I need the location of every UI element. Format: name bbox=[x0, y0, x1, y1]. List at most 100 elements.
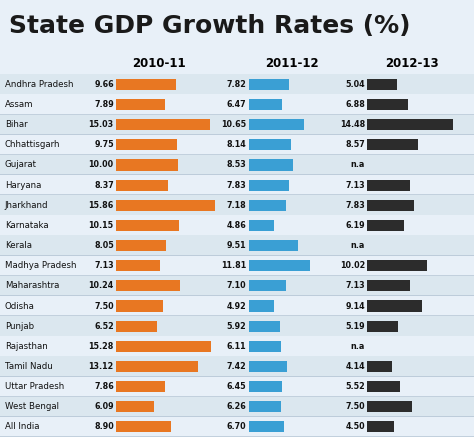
Text: Punjab: Punjab bbox=[5, 322, 34, 331]
Bar bbox=[367, 79, 397, 90]
Text: Jharkhand: Jharkhand bbox=[5, 201, 48, 210]
Bar bbox=[0, 194, 474, 195]
Bar bbox=[249, 139, 291, 150]
Bar bbox=[249, 79, 290, 90]
Text: 6.45: 6.45 bbox=[227, 382, 246, 391]
Bar bbox=[249, 321, 280, 332]
Bar bbox=[0, 276, 474, 296]
Text: 8.57: 8.57 bbox=[345, 140, 365, 149]
Text: West Bengal: West Bengal bbox=[5, 402, 59, 411]
Text: 7.83: 7.83 bbox=[227, 180, 246, 190]
Text: Uttar Pradesh: Uttar Pradesh bbox=[5, 382, 64, 391]
Bar bbox=[249, 260, 310, 271]
Bar bbox=[249, 240, 298, 251]
Bar bbox=[116, 79, 176, 90]
Bar bbox=[0, 195, 474, 215]
Text: 6.09: 6.09 bbox=[94, 402, 114, 411]
Bar bbox=[116, 220, 179, 231]
Text: 8.14: 8.14 bbox=[227, 140, 246, 149]
Bar bbox=[116, 381, 165, 392]
Text: State GDP Growth Rates (%): State GDP Growth Rates (%) bbox=[9, 14, 411, 38]
Text: 9.51: 9.51 bbox=[227, 241, 246, 250]
Text: 7.50: 7.50 bbox=[346, 402, 365, 411]
Bar bbox=[0, 416, 474, 417]
Bar bbox=[0, 255, 474, 256]
Text: 7.50: 7.50 bbox=[94, 302, 114, 311]
Text: 10.15: 10.15 bbox=[89, 221, 114, 230]
Text: 7.42: 7.42 bbox=[227, 362, 246, 371]
Bar bbox=[249, 381, 283, 392]
Text: 10.00: 10.00 bbox=[89, 160, 114, 170]
Text: Rajasthan: Rajasthan bbox=[5, 342, 47, 351]
Bar bbox=[116, 260, 161, 271]
Bar bbox=[116, 119, 210, 130]
Bar bbox=[0, 356, 474, 357]
Bar bbox=[116, 139, 177, 150]
Text: 9.14: 9.14 bbox=[346, 302, 365, 311]
Text: 6.70: 6.70 bbox=[227, 423, 246, 431]
Text: 8.05: 8.05 bbox=[94, 241, 114, 250]
Bar bbox=[0, 396, 474, 397]
Text: 15.86: 15.86 bbox=[89, 201, 114, 210]
Bar bbox=[0, 295, 474, 296]
Bar bbox=[367, 99, 408, 110]
Text: 4.50: 4.50 bbox=[346, 423, 365, 431]
Bar bbox=[367, 421, 394, 433]
Text: 7.89: 7.89 bbox=[94, 100, 114, 109]
Text: 7.13: 7.13 bbox=[346, 281, 365, 290]
Text: 10.65: 10.65 bbox=[221, 120, 246, 129]
Text: Chhattisgarh: Chhattisgarh bbox=[5, 140, 60, 149]
Bar bbox=[0, 316, 474, 336]
Text: 4.14: 4.14 bbox=[346, 362, 365, 371]
Bar bbox=[249, 401, 281, 413]
Bar bbox=[249, 99, 283, 110]
Text: n.a: n.a bbox=[351, 241, 365, 250]
Bar bbox=[249, 421, 283, 433]
Text: Tamil Nadu: Tamil Nadu bbox=[5, 362, 53, 371]
Bar bbox=[249, 220, 274, 231]
Text: Gujarat: Gujarat bbox=[5, 160, 37, 170]
Text: 5.52: 5.52 bbox=[345, 382, 365, 391]
Text: 14.48: 14.48 bbox=[340, 120, 365, 129]
Bar bbox=[367, 280, 410, 291]
Bar bbox=[367, 139, 418, 150]
Bar bbox=[0, 236, 474, 256]
Bar bbox=[116, 421, 172, 433]
Text: n.a: n.a bbox=[351, 160, 365, 170]
Text: 4.86: 4.86 bbox=[227, 221, 246, 230]
Bar bbox=[249, 160, 293, 170]
Text: 7.82: 7.82 bbox=[227, 80, 246, 89]
Text: 10.24: 10.24 bbox=[89, 281, 114, 290]
Bar bbox=[367, 401, 412, 413]
Bar bbox=[116, 99, 165, 110]
Bar bbox=[116, 280, 180, 291]
Text: Kerala: Kerala bbox=[5, 241, 32, 250]
Bar bbox=[0, 114, 474, 135]
Text: 2010-11: 2010-11 bbox=[132, 57, 186, 70]
Text: 2012-13: 2012-13 bbox=[385, 57, 439, 70]
Bar bbox=[0, 275, 474, 276]
Bar bbox=[367, 200, 414, 211]
Text: 4.92: 4.92 bbox=[227, 302, 246, 311]
Text: 2011-12: 2011-12 bbox=[264, 57, 319, 70]
Bar bbox=[249, 280, 286, 291]
Text: 8.90: 8.90 bbox=[94, 423, 114, 431]
Text: 6.26: 6.26 bbox=[227, 402, 246, 411]
Bar bbox=[116, 361, 198, 372]
Text: 7.10: 7.10 bbox=[227, 281, 246, 290]
Bar bbox=[367, 119, 453, 130]
Text: 6.88: 6.88 bbox=[345, 100, 365, 109]
Text: 6.19: 6.19 bbox=[346, 221, 365, 230]
Bar bbox=[116, 240, 166, 251]
Text: 7.86: 7.86 bbox=[94, 382, 114, 391]
Text: Maharashtra: Maharashtra bbox=[5, 281, 59, 290]
Bar bbox=[0, 397, 474, 417]
Text: 5.19: 5.19 bbox=[346, 322, 365, 331]
Text: 13.12: 13.12 bbox=[89, 362, 114, 371]
Text: Madhya Pradesh: Madhya Pradesh bbox=[5, 261, 76, 270]
Bar bbox=[367, 301, 421, 312]
Text: 6.47: 6.47 bbox=[227, 100, 246, 109]
Bar bbox=[116, 160, 178, 170]
Text: Haryana: Haryana bbox=[5, 180, 41, 190]
Bar bbox=[0, 436, 474, 437]
